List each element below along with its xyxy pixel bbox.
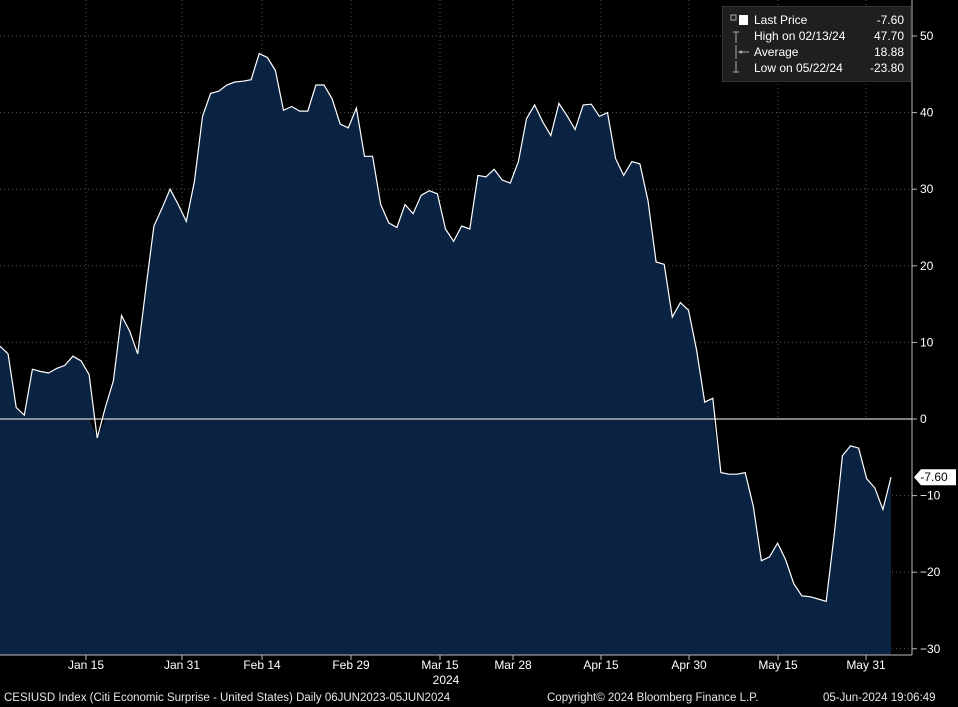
y-tick-label: 30 — [920, 182, 934, 196]
area-negative-mask — [0, 419, 891, 602]
year-label: 2024 — [433, 673, 460, 687]
average-marker-icon — [729, 45, 749, 59]
last-value-tag-text: -7.60 — [920, 470, 948, 484]
x-tick-label: Apr 15 — [583, 658, 619, 672]
legend-value: 18.88 — [873, 45, 904, 59]
series-line — [0, 52, 892, 603]
legend-label: Last Price — [754, 13, 808, 27]
legend-row-last-price: Last Price -7.60 — [723, 12, 910, 28]
y-tick-label: −10 — [920, 489, 941, 503]
legend-row-average: Average 18.88 — [723, 44, 910, 60]
x-tick-label: Jan 15 — [68, 658, 104, 672]
y-tick-label: −20 — [920, 565, 941, 579]
y-tick-label: 50 — [920, 29, 934, 43]
legend-swatch-icon — [729, 13, 749, 27]
x-axis: Jan 15 Jan 31 Feb 14 Feb 29 Mar 15 Mar 28 Apr … — [0, 654, 912, 687]
y-axis: 50 40 30 20 10 0 −10 −20 −30 — [911, 0, 941, 656]
legend-label: Average — [754, 45, 799, 59]
x-tick-label: Mar 28 — [494, 658, 532, 672]
x-tick-label: May 15 — [758, 658, 798, 672]
x-tick-label: Feb 14 — [243, 658, 281, 672]
x-tick-label: Mar 15 — [421, 658, 459, 672]
low-marker-icon — [729, 61, 749, 75]
y-tick-label: 10 — [920, 335, 934, 349]
legend-row-high: High on 02/13/24 47.70 — [723, 28, 910, 44]
area-lower-fill — [0, 419, 891, 655]
high-marker-icon — [729, 29, 749, 43]
legend-value: -23.80 — [869, 61, 904, 75]
legend-value: -7.60 — [876, 13, 904, 27]
last-value-tag-shape — [914, 469, 956, 486]
y-tick-label: 0 — [920, 412, 927, 426]
y-tick-label: 20 — [920, 259, 934, 273]
last-value-tag: -7.60 — [914, 469, 956, 486]
copyright-text: Copyright© 2024 Bloomberg Finance L.P. — [547, 692, 759, 704]
x-tick-label: Jan 31 — [164, 658, 200, 672]
timestamp-text: 05-Jun-2024 19:06:49 — [823, 692, 936, 704]
x-tick-label: May 31 — [846, 658, 886, 672]
legend-label: High on 02/13/24 — [754, 29, 846, 43]
y-tick-label: −30 — [920, 642, 941, 656]
x-tick-label: Apr 30 — [671, 658, 707, 672]
legend-label: Low on 05/22/24 — [754, 61, 843, 75]
series-area — [0, 53, 891, 602]
legend-row-low: Low on 05/22/24 -23.80 — [723, 60, 910, 76]
x-tick-label: Feb 29 — [332, 658, 370, 672]
legend-value: 47.70 — [873, 29, 904, 43]
y-tick-label: 40 — [920, 106, 934, 120]
security-description: CESIUSD Index (Citi Economic Surprise - … — [4, 692, 451, 704]
legend-box[interactable]: Last Price -7.60 High on 02/13/24 47.70 … — [722, 6, 911, 82]
